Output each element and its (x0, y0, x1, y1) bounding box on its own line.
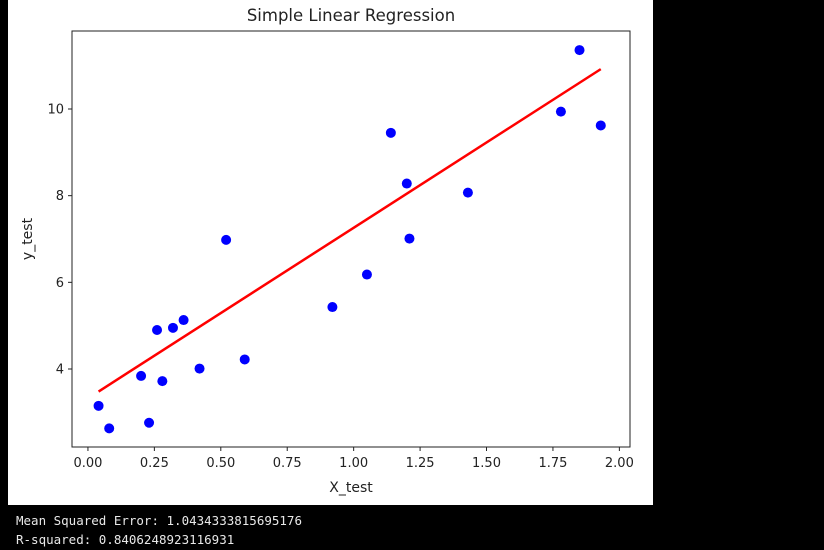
y-tick-label: 4 (56, 363, 64, 378)
data-point (404, 233, 415, 244)
x-tick-label: 1.00 (339, 456, 368, 471)
data-point (144, 417, 155, 428)
data-point (385, 127, 396, 138)
y-tick-label: 10 (47, 103, 64, 118)
y-axis-label: y_test (20, 217, 36, 260)
y-tick-label: 8 (56, 189, 64, 204)
x-axis-label: X_test (329, 480, 373, 496)
data-point (361, 269, 372, 280)
scatter-points (93, 45, 606, 434)
x-tick-label: 1.25 (406, 456, 435, 471)
x-tick-label: 0.25 (140, 456, 169, 471)
regression-line (97, 68, 602, 393)
data-point (401, 178, 412, 189)
x-tick-label: 1.50 (472, 456, 501, 471)
data-point (178, 315, 189, 326)
chart-svg: Simple Linear Regression X_test y_test 0… (20, 6, 634, 496)
data-point (136, 370, 147, 381)
data-point (555, 106, 566, 117)
console-output: Mean Squared Error: 1.0434333815695176 R… (16, 511, 816, 549)
chart-figure: Simple Linear Regression X_test y_test 0… (8, 0, 653, 505)
data-point (157, 376, 168, 387)
data-point (462, 187, 473, 198)
data-point (574, 45, 585, 56)
data-point (595, 120, 606, 131)
data-point (194, 363, 205, 374)
data-point (239, 354, 250, 365)
x-tick-label: 0.75 (273, 456, 302, 471)
data-point (93, 400, 104, 411)
y-axis-ticks: 4 6 8 10 (47, 103, 72, 378)
chart-title: Simple Linear Regression (247, 6, 455, 25)
x-tick-label: 1.75 (538, 456, 567, 471)
x-tick-label: 2.00 (605, 456, 634, 471)
regression-line-group (97, 68, 602, 393)
data-point (104, 423, 115, 434)
r2-output: R-squared: 0.8406248923116931 (16, 532, 235, 547)
x-axis-ticks: 0.00 0.25 0.50 0.75 1.00 1.25 1.50 1.75 2.00 (73, 447, 634, 471)
data-point (152, 325, 163, 335)
x-tick-label: 0.50 (206, 456, 235, 471)
data-point (327, 302, 338, 313)
y-tick-label: 6 (56, 276, 64, 291)
plot-area-frame (71, 30, 631, 448)
mse-output: Mean Squared Error: 1.0434333815695176 (16, 513, 302, 528)
data-point (221, 234, 232, 245)
data-point (167, 322, 178, 333)
x-tick-label: 0.00 (73, 456, 102, 471)
